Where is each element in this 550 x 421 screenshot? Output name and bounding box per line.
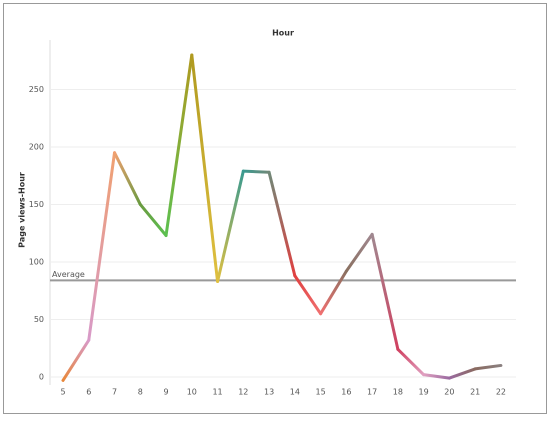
- line-segment: [87, 151, 117, 342]
- x-tick-label: 16: [341, 388, 351, 397]
- x-tick-label: 15: [316, 388, 326, 397]
- x-tick-label: 19: [419, 388, 429, 397]
- line-segment: [190, 53, 220, 283]
- y-tick-label: 100: [29, 257, 44, 266]
- x-tick-label: 21: [470, 388, 480, 397]
- line-segment: [370, 232, 400, 351]
- x-tick-label: 22: [496, 388, 506, 397]
- x-tick-label: 10: [187, 388, 197, 397]
- x-tick-label: 6: [86, 388, 91, 397]
- x-tick-label: 11: [212, 388, 222, 397]
- frame: [3, 3, 547, 414]
- x-tick-label: 20: [444, 388, 454, 397]
- line-segment: [344, 232, 374, 273]
- x-tick-label: 14: [290, 388, 300, 397]
- reference-label: Average: [52, 270, 85, 279]
- x-tick-label: 7: [112, 388, 117, 397]
- line-segment: [241, 169, 271, 174]
- x-tick-label: 17: [367, 388, 377, 397]
- y-tick-label: 0: [39, 372, 44, 381]
- y-tick-label: 50: [34, 315, 44, 324]
- y-tick-label: 200: [29, 142, 44, 151]
- line-segment: [138, 202, 168, 237]
- chart-title: Hour: [272, 29, 294, 38]
- y-tick-label: 150: [29, 200, 44, 209]
- x-tick-label: 9: [163, 388, 168, 397]
- line-segment: [216, 169, 245, 283]
- line-segment: [293, 274, 323, 316]
- x-tick-label: 5: [60, 388, 65, 397]
- line-segment: [113, 151, 142, 206]
- x-tick-label: 13: [264, 388, 274, 397]
- line-segment: [319, 269, 348, 316]
- x-tick-label: 8: [138, 388, 143, 397]
- line-segment: [473, 363, 503, 371]
- line-segment: [447, 367, 477, 380]
- x-tick-label: 12: [238, 388, 248, 397]
- line-segment: [164, 53, 194, 237]
- line-segment: [396, 347, 426, 377]
- y-tick-label: 250: [29, 85, 44, 94]
- y-axis-label: Page views-Hour: [18, 172, 27, 248]
- line-segment: [267, 170, 297, 278]
- line-segment: [61, 338, 91, 382]
- x-tick-label: 18: [393, 388, 403, 397]
- line-segment: [422, 373, 451, 380]
